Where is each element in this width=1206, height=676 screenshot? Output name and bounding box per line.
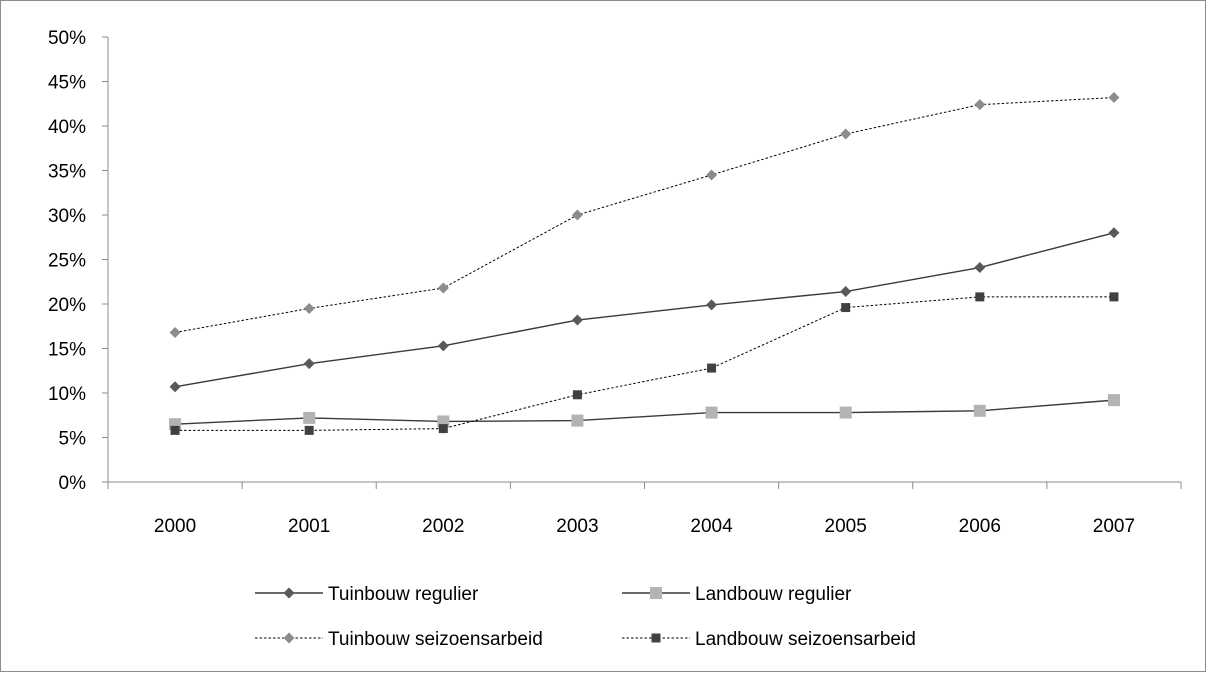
legend-entry: Tuinbouw regulier xyxy=(255,584,479,605)
data-point xyxy=(974,262,986,274)
series-line xyxy=(174,97,1114,333)
data-point xyxy=(706,169,718,181)
x-tick-label: 2007 xyxy=(1093,516,1135,537)
data-point xyxy=(1107,394,1120,407)
data-point xyxy=(303,302,315,314)
series-tuinbouw-regulier xyxy=(169,227,1120,393)
legend-marker xyxy=(650,587,662,599)
data-point xyxy=(303,358,315,370)
x-tick-label: 2006 xyxy=(959,516,1001,537)
data-point xyxy=(438,424,448,434)
data-point xyxy=(705,406,718,419)
data-point xyxy=(973,404,986,417)
data-point xyxy=(707,363,717,373)
data-point xyxy=(303,411,316,424)
series-line xyxy=(174,232,1115,388)
data-point xyxy=(839,406,852,419)
x-tick-label: 2003 xyxy=(556,516,598,537)
series-tuinbouw-seizoensarbeid xyxy=(169,92,1120,338)
data-point xyxy=(975,292,985,302)
legend-entry: Landbouw regulier xyxy=(622,584,852,605)
data-point xyxy=(1109,292,1119,302)
legend-marker xyxy=(283,587,295,599)
data-point xyxy=(170,425,180,435)
y-tick-label: 25% xyxy=(48,251,86,272)
data-point xyxy=(304,425,314,435)
plot-area xyxy=(169,92,1120,435)
x-tick-label: 2000 xyxy=(154,516,196,537)
series-line xyxy=(175,399,1114,425)
data-point xyxy=(841,303,851,313)
legend-entry: Landbouw seizoensarbeid xyxy=(622,629,916,650)
series-landbouw-regulier xyxy=(169,394,1120,431)
y-tick-label: 5% xyxy=(59,429,87,450)
legend-label: Tuinbouw seizoensarbeid xyxy=(328,629,543,650)
data-point xyxy=(437,282,449,294)
data-point xyxy=(572,390,582,400)
data-point xyxy=(571,314,583,326)
y-tick-label: 35% xyxy=(48,162,86,183)
y-tick-label: 40% xyxy=(48,117,86,138)
y-tick-label: 50% xyxy=(48,28,86,49)
x-tick-label: 2002 xyxy=(422,516,464,537)
data-point xyxy=(840,286,852,298)
legend-entry: Tuinbouw seizoensarbeid xyxy=(255,629,543,650)
data-point xyxy=(840,128,852,140)
legend-marker xyxy=(651,633,661,643)
x-tick-label: 2004 xyxy=(690,516,733,537)
data-point xyxy=(974,99,986,111)
data-point xyxy=(1108,227,1120,239)
data-point xyxy=(571,209,583,221)
x-tick-label: 2001 xyxy=(288,516,330,537)
legend-label: Landbouw regulier xyxy=(695,584,852,605)
legend-label: Tuinbouw regulier xyxy=(328,584,479,605)
data-point xyxy=(706,299,718,311)
chart-legend: Tuinbouw regulier Landbouw regulier Tuinbo… xyxy=(255,584,916,650)
y-tick-label: 15% xyxy=(48,340,86,361)
chart-axes: 0% 5% 10% 15% 20% 25% 30% 35% 40% 45% 50% 2000 2001 2… xyxy=(48,28,1182,537)
data-point xyxy=(437,340,449,352)
y-tick-label: 45% xyxy=(48,73,86,94)
y-tick-label: 30% xyxy=(48,206,86,227)
series-line xyxy=(175,296,1114,431)
y-tick-label: 0% xyxy=(59,473,87,494)
x-tick-label: 2005 xyxy=(825,516,867,537)
legend-label: Landbouw seizoensarbeid xyxy=(695,629,916,650)
legend-marker xyxy=(283,632,295,644)
y-tick-label: 10% xyxy=(48,384,86,405)
data-point xyxy=(169,326,181,338)
series-landbouw-seizoensarbeid xyxy=(170,292,1119,435)
data-point xyxy=(169,381,181,393)
data-point xyxy=(571,414,584,427)
data-point xyxy=(1108,92,1120,104)
y-tick-label: 20% xyxy=(48,295,86,316)
